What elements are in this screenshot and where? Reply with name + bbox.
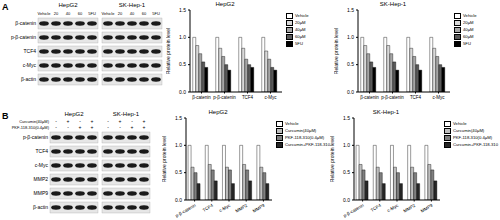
svg-text:5FU: 5FU (88, 11, 96, 16)
html-text:Vehicle: Vehicle (453, 121, 467, 126)
html-text:5FU: 5FU (463, 41, 471, 46)
svg-text:MMP2: MMP2 (235, 203, 249, 214)
html-text:40μM: 40μM (463, 27, 474, 32)
svg-text:c-Myc: c-Myc (386, 202, 400, 213)
svg-text:TCF4: TCF4 (370, 203, 383, 213)
html-text:HepG2: HepG2 (208, 109, 228, 115)
svg-text:Relative protein level: Relative protein level (162, 136, 167, 182)
svg-text:β-actin: β-actin (33, 204, 48, 210)
html-text:5FU: 5FU (295, 41, 303, 46)
svg-text:-: - (119, 124, 121, 130)
html-text:20μM: 20μM (295, 20, 306, 25)
html-text:60μM: 60μM (295, 34, 306, 39)
html-text:Vehicle: Vehicle (463, 13, 477, 18)
html-text:SK-Hep-1: SK-Hep-1 (379, 1, 407, 7)
svg-text:c-Myc: c-Myc (265, 95, 278, 100)
svg-text:1.0: 1.0 (175, 142, 182, 148)
html-text:20μM: 20μM (463, 20, 474, 25)
svg-text:20: 20 (54, 11, 59, 16)
svg-text:0.0: 0.0 (179, 89, 186, 95)
svg-text:0.0: 0.0 (343, 197, 350, 203)
html-text:Vehicle: Vehicle (285, 121, 299, 126)
svg-text:SK-Hep-1: SK-Hep-1 (119, 2, 146, 8)
svg-text:TCF4: TCF4 (410, 95, 422, 100)
svg-text:+: + (143, 124, 146, 130)
svg-text:20: 20 (118, 11, 123, 16)
svg-text:0.5: 0.5 (179, 61, 186, 67)
svg-text:β-catenin: β-catenin (15, 20, 36, 26)
svg-text:Curcumin(40μM): Curcumin(40μM) (19, 119, 50, 124)
svg-text:p-β-catenin: p-β-catenin (381, 95, 404, 100)
svg-text:1.0: 1.0 (179, 34, 186, 40)
svg-text:MMP2: MMP2 (34, 176, 49, 182)
svg-text:60: 60 (78, 11, 83, 16)
svg-text:p-β-catenin: p-β-catenin (343, 203, 366, 218)
svg-text:Relative protein level: Relative protein level (330, 136, 335, 182)
svg-text:+: + (131, 124, 134, 130)
svg-text:c-Myc: c-Myc (23, 62, 37, 68)
svg-text:p-β-catenin: p-β-catenin (175, 203, 198, 218)
html-text:Curcumin+PKF-118-310: Curcumin+PKF-118-310 (453, 142, 498, 147)
svg-text:-: - (67, 124, 69, 130)
svg-text:MMP9: MMP9 (252, 203, 266, 214)
svg-text:1.5: 1.5 (175, 116, 182, 121)
svg-text:Relative protein level: Relative protein level (334, 28, 339, 74)
svg-text:TCF4: TCF4 (24, 48, 37, 54)
html-text:Curcumin(40μM): Curcumin(40μM) (453, 128, 485, 133)
svg-text:MMP2: MMP2 (403, 203, 417, 214)
html-text:Curcumin+PKF-118-310: Curcumin+PKF-118-310 (285, 142, 330, 147)
svg-text:β-catenin: β-catenin (192, 95, 211, 100)
svg-text:HepG2: HepG2 (58, 2, 78, 8)
svg-text:Relative protein level: Relative protein level (166, 28, 171, 74)
svg-text:p-β-catenin: p-β-catenin (11, 34, 36, 40)
svg-text:β-catenin: β-catenin (360, 95, 379, 100)
svg-text:TCF4: TCF4 (202, 203, 215, 213)
svg-text:A: A (8, 2, 9, 12)
html-text:60μM: 60μM (463, 34, 474, 39)
html-text:PKF-118-310(0.4μM): PKF-118-310(0.4μM) (453, 135, 493, 140)
svg-text:MMP9: MMP9 (34, 190, 49, 196)
svg-text:B: B (8, 111, 9, 121)
html-text:HepG2: HepG2 (215, 1, 235, 7)
html-text:40μM: 40μM (295, 27, 306, 32)
svg-text:40: 40 (66, 11, 71, 16)
svg-text:PKF-118-310(0.4μM): PKF-118-310(0.4μM) (12, 125, 50, 130)
svg-text:MMP9: MMP9 (420, 203, 434, 214)
html-text:PKF-118-310(0.4μM): PKF-118-310(0.4μM) (285, 135, 325, 140)
svg-text:HepG2: HepG2 (64, 111, 84, 117)
svg-text:+: + (79, 124, 82, 130)
svg-text:1.0: 1.0 (343, 142, 350, 148)
svg-text:0.5: 0.5 (347, 61, 354, 67)
svg-text:1.5: 1.5 (179, 8, 186, 13)
svg-text:Vehicle: Vehicle (102, 11, 116, 16)
svg-text:0.5: 0.5 (343, 169, 350, 175)
svg-text:0.5: 0.5 (175, 169, 182, 175)
svg-text:p-β-catenin: p-β-catenin (23, 134, 48, 140)
svg-text:1.5: 1.5 (347, 8, 354, 13)
html-text:Curcumin(40μM): Curcumin(40μM) (285, 128, 317, 133)
svg-text:-: - (107, 124, 109, 130)
svg-text:1.0: 1.0 (347, 34, 354, 40)
svg-text:0.0: 0.0 (347, 89, 354, 95)
svg-text:c-Myc: c-Myc (35, 162, 49, 168)
svg-text:c-Myc: c-Myc (218, 202, 232, 213)
svg-text:0.0: 0.0 (175, 197, 182, 203)
svg-text:1.5: 1.5 (343, 116, 350, 121)
svg-text:-: - (55, 124, 57, 130)
svg-text:TCF4: TCF4 (36, 148, 49, 154)
svg-text:40: 40 (130, 11, 135, 16)
svg-text:60: 60 (142, 11, 147, 16)
html-text:Vehicle: Vehicle (295, 13, 309, 18)
html-text:SK-Hep-1: SK-Hep-1 (372, 109, 400, 115)
svg-text:Vehicle: Vehicle (38, 11, 52, 16)
svg-text:SK-Hep-1: SK-Hep-1 (113, 111, 140, 117)
svg-text:β-actin: β-actin (21, 76, 36, 82)
svg-text:TCF4: TCF4 (242, 95, 254, 100)
svg-text:p-β-catenin: p-β-catenin (213, 95, 236, 100)
svg-text:5FU: 5FU (152, 11, 160, 16)
svg-text:c-Myc: c-Myc (433, 95, 446, 100)
svg-text:+: + (91, 124, 94, 130)
